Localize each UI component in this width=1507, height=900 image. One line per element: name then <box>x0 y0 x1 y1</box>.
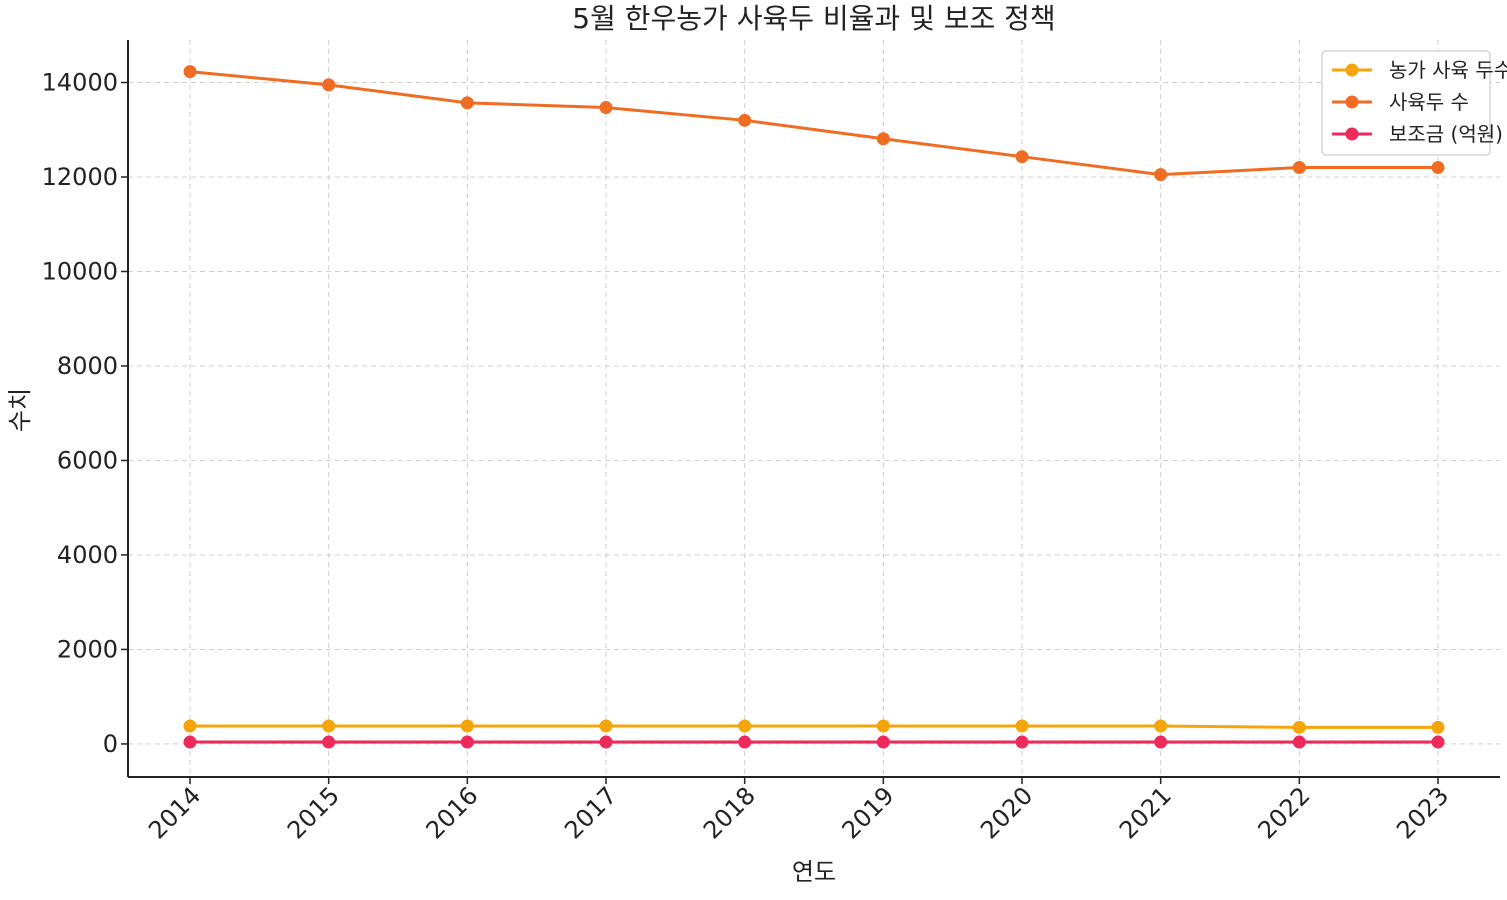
chart-title: 5월 한우농가 사육두 비율과 및 보조 정책 <box>572 2 1055 35</box>
y-axis-title: 수치 <box>6 388 34 432</box>
data-point <box>738 735 752 749</box>
x-tick-label: 2020 <box>975 781 1038 844</box>
data-point <box>738 719 752 733</box>
legend-frame <box>1321 50 1491 156</box>
data-point <box>876 719 890 733</box>
data-point <box>1431 161 1445 175</box>
data-point <box>1431 735 1445 749</box>
legend-label: 보조금 (억원) <box>1389 122 1503 146</box>
y-tick-label: 8000 <box>57 352 118 380</box>
data-point <box>1292 720 1306 734</box>
series-2 <box>183 65 1445 182</box>
data-point <box>460 96 474 110</box>
y-tick-label: 12000 <box>42 163 118 191</box>
series-line <box>189 70 1438 177</box>
x-tick-label: 2015 <box>282 781 345 844</box>
data-point <box>876 132 890 146</box>
data-point <box>738 113 752 127</box>
x-tick-label: 2016 <box>421 781 484 844</box>
data-point <box>1154 735 1168 749</box>
legend-label: 농가 사육 두수 <box>1389 58 1507 82</box>
data-point <box>1015 719 1029 733</box>
data-point <box>322 719 336 733</box>
x-tick-label: 2014 <box>143 781 206 844</box>
data-point <box>322 735 336 749</box>
data-point <box>322 78 336 92</box>
x-tick-label: 2023 <box>1391 781 1454 844</box>
data-point <box>1154 168 1168 182</box>
data-point <box>1154 719 1168 733</box>
data-point <box>876 735 890 749</box>
legend-label: 사육두 수 <box>1389 90 1469 114</box>
y-tick-label: 6000 <box>57 446 118 474</box>
data-point <box>183 65 197 79</box>
data-point <box>460 735 474 749</box>
grid-lines <box>128 40 1500 777</box>
y-tick-label: 10000 <box>42 257 118 285</box>
data-point <box>1292 161 1306 175</box>
data-point <box>183 719 197 733</box>
data-point <box>599 719 613 733</box>
x-tick-label: 2022 <box>1253 781 1316 844</box>
data-point <box>1292 735 1306 749</box>
data-point <box>183 735 197 749</box>
data-point <box>1015 150 1029 164</box>
axes: 0 2000 4000 6000 8000 10000 12000 14000 2014 2015… <box>42 40 1500 844</box>
y-tick-label: 2000 <box>57 635 118 663</box>
data-point <box>1015 735 1029 749</box>
y-tick-label: 14000 <box>42 69 118 97</box>
data-point <box>1431 720 1445 734</box>
x-tick-label: 2018 <box>698 781 761 844</box>
series-1 <box>183 719 1445 734</box>
y-tick-label: 0 <box>103 730 118 758</box>
data-point <box>460 719 474 733</box>
x-axis-title: 연도 <box>792 858 836 886</box>
series-3 <box>183 735 1445 749</box>
series-lines <box>183 65 1445 749</box>
x-tick-label: 2021 <box>1114 781 1177 844</box>
x-tick-label: 2019 <box>837 781 900 844</box>
data-point <box>599 735 613 749</box>
legend-swatch-marker <box>1345 63 1359 77</box>
y-tick-label: 4000 <box>57 541 118 569</box>
series-line <box>190 724 1438 729</box>
legend-swatch-marker <box>1345 127 1359 141</box>
legend-swatch-marker <box>1345 95 1359 109</box>
x-tick-label: 2017 <box>559 781 622 844</box>
data-point <box>599 101 613 115</box>
